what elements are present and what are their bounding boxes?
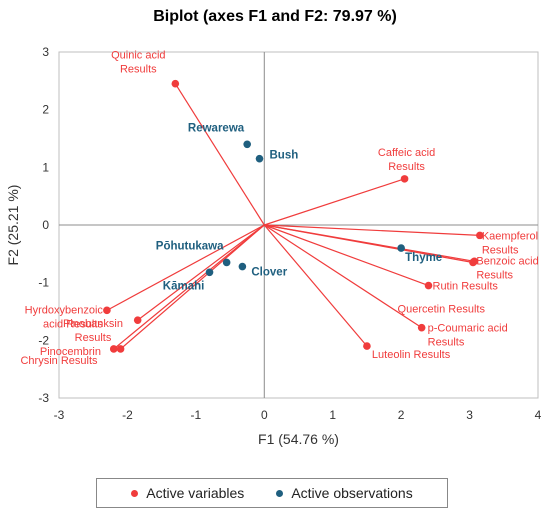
x-tick-labels: -3 -2 -1 0 1 2 3 4 [54, 408, 542, 422]
y-tick-label: -1 [38, 276, 49, 290]
variable-label-line: Kaempferol [482, 230, 538, 242]
observation-point [255, 154, 264, 163]
legend-item-variables: Active variables [131, 485, 244, 501]
variable-label: Caffeic acid Results [378, 147, 435, 173]
legend-item-observations: Active observations [276, 485, 413, 501]
observation-label: Kāmahi [163, 280, 205, 292]
variable-point [476, 231, 484, 240]
x-tick-label: -2 [122, 408, 133, 422]
observation-point [243, 140, 251, 149]
y-tick-label: 3 [42, 45, 49, 59]
x-tick-label: -1 [191, 408, 202, 422]
y-axis-title: F2 (25.21 %) [5, 185, 21, 266]
variable-label-line: Quinic acid [111, 50, 165, 62]
x-tick-label: 3 [466, 408, 473, 422]
variable-vector [137, 224, 265, 321]
variable-label: Benzoic acid Results [476, 255, 538, 281]
variable-label: Luteolin Results [372, 349, 451, 361]
variable-point [469, 258, 477, 267]
variable-label-line: Caffeic acid [378, 147, 435, 159]
observation-label: Bush [269, 150, 298, 162]
variable-vector [120, 224, 265, 350]
variable-label-line: acid Results [43, 318, 103, 330]
variable-vector [263, 224, 368, 347]
variable-label: Pinocembrin [40, 346, 101, 358]
legend-marker-variables [131, 489, 139, 497]
y-tick-label: -3 [38, 391, 49, 405]
variable-label: p-Coumaric acid Results [428, 323, 508, 349]
observation-point [238, 262, 247, 271]
variable-label: Pinobanksin Results [63, 318, 123, 344]
observation-label: Rewarewa [188, 122, 245, 134]
observation-point [397, 244, 405, 252]
variable-label-line: Hyrdoxybenzoic [25, 304, 104, 316]
observation-label: Pōhutukawa [156, 240, 224, 252]
variable-point [171, 79, 180, 88]
variable-label-line: p-Coumaric acid [428, 323, 508, 335]
variable-label-line: Results [120, 64, 157, 76]
y-tick-label: 0 [42, 218, 49, 232]
variable-label: Quercetin Results [398, 303, 486, 315]
y-tick-label: 1 [42, 160, 49, 174]
plot-frame [58, 51, 539, 399]
variable-vector [264, 224, 480, 236]
variable-vector [113, 224, 265, 350]
variable-label: Hyrdoxybenzoic acid Results [25, 304, 104, 330]
y-tick-labels: -3 -2 -1 0 1 2 3 [38, 45, 49, 405]
variable-point [424, 281, 433, 290]
variable-label-line: Results [388, 161, 425, 173]
biplot-chart: -3 -2 -1 0 1 2 3 -3 -2 -1 0 1 2 3 4 Quinic acid Result… [5, 45, 542, 447]
variable-label-line: Results [75, 332, 112, 344]
variable-point [400, 175, 409, 183]
legend-marker-observations [276, 489, 284, 497]
x-tick-label: 1 [329, 408, 336, 422]
x-tick-label: -3 [54, 408, 65, 422]
variable-label-line: Results [482, 244, 519, 256]
variable-vector [174, 83, 265, 226]
variable-vector [106, 224, 265, 311]
observation-point [205, 268, 214, 277]
variable-vector [264, 224, 429, 287]
observation-label: Clover [251, 267, 287, 279]
variable-point [417, 323, 426, 332]
observation-label: Thyme [405, 252, 442, 264]
y-tick-label: 2 [42, 103, 49, 117]
variable-point [109, 345, 118, 353]
variable-label-line: Benzoic acid [476, 255, 538, 267]
variable-vector [263, 224, 422, 329]
variable-label-line: Chrysin Results [20, 355, 98, 367]
variable-point [363, 342, 371, 350]
variable-label-line: Pinobanksin [63, 318, 123, 330]
variable-label-line: Quercetin Results [398, 303, 486, 315]
variable-label: Rutin Results [433, 281, 499, 293]
legend: Active variables Active observations [96, 478, 448, 508]
x-axis-title: F1 (54.76 %) [258, 431, 339, 447]
variable-label: Kaempferol Results [482, 230, 538, 256]
variable-label-line: Results [476, 269, 513, 281]
x-tick-label: 0 [261, 408, 268, 422]
variable-label: Quinic acid Results [111, 50, 165, 76]
legend-label-variables: Active variables [146, 485, 245, 501]
observation-points: Rewarewa Bush Thyme Pōhutukawa Kāmahi Clover [156, 122, 442, 292]
variable-label: Chrysin Results [20, 355, 98, 367]
chart-title: Biplot (axes F1 and F2: 79.97 %) [153, 8, 397, 25]
variable-vector [264, 224, 474, 264]
variable-label-line: Results [428, 337, 465, 349]
observation-point [222, 258, 231, 267]
y-tick-label: -2 [38, 333, 49, 347]
legend-label-observations: Active observations [291, 485, 413, 501]
variable-vector [264, 178, 405, 226]
variable-point [103, 306, 111, 315]
variable-label-line: Luteolin Results [372, 349, 451, 361]
variable-label-line: Pinocembrin [40, 346, 101, 358]
x-tick-label: 2 [398, 408, 405, 422]
variable-label-line: Rutin Results [433, 281, 499, 293]
variable-point [116, 345, 125, 353]
x-tick-label: 4 [535, 408, 542, 422]
variable-point [133, 316, 142, 324]
